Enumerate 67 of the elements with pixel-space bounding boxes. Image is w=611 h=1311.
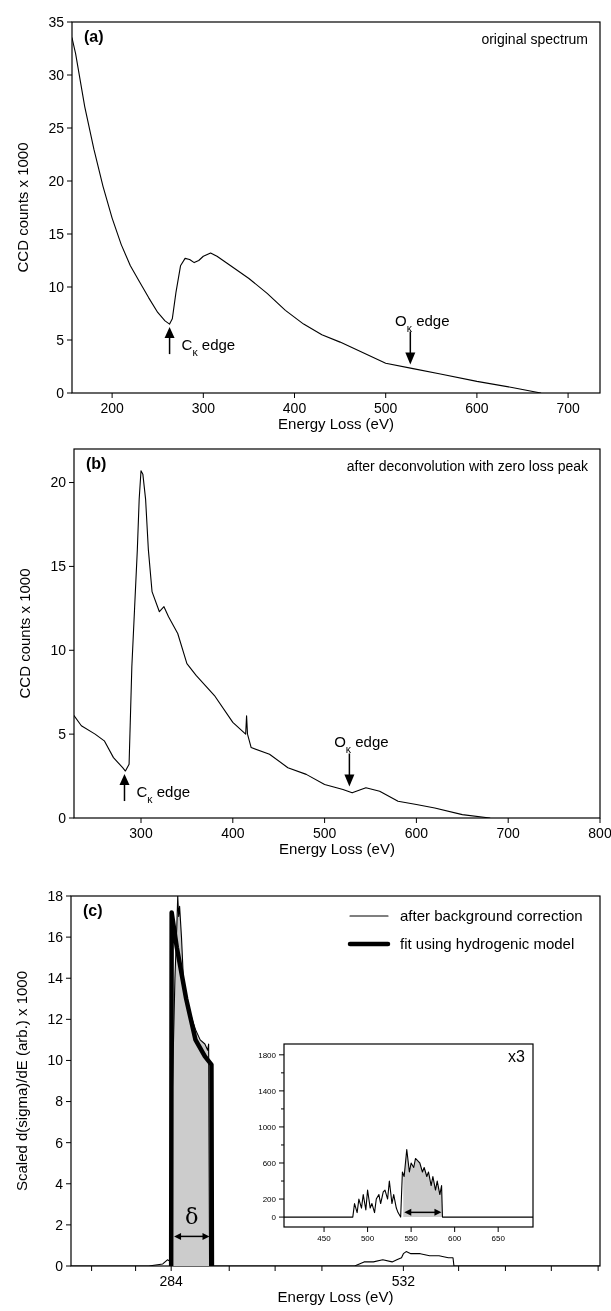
y-tick-label: 0 xyxy=(56,384,65,401)
y-tick-label: 20 xyxy=(50,474,67,491)
x-tick-label: 600 xyxy=(404,825,429,841)
y-tick-label: 14 xyxy=(47,970,64,987)
y-tick-label: 30 xyxy=(48,66,65,83)
y-tick-label: 25 xyxy=(48,119,65,136)
x-tick-label: 400 xyxy=(282,400,307,416)
annotation: O$_{κ}$ edge xyxy=(334,733,389,756)
x-tick-label: 500 xyxy=(374,400,398,416)
x-axis-title: Energy Loss (eV) xyxy=(277,1288,394,1306)
x-tick-label: 600 xyxy=(465,400,489,416)
x-tick-label: 700 xyxy=(496,825,521,841)
chart-title: (b) xyxy=(86,455,107,472)
y-axis-title: CCD counts x 1000 xyxy=(14,142,31,273)
text: after deconvolution with zero loss peak xyxy=(346,458,589,474)
y-axis-title: CCD counts x 1000 xyxy=(16,568,33,699)
x-tick-label: 600 xyxy=(447,1234,462,1243)
annotation: O$_{κ}$ edge xyxy=(395,311,450,334)
x-tick-label: 800 xyxy=(588,825,611,841)
y-tick-label: 600 xyxy=(262,1158,277,1168)
text: original spectrum xyxy=(481,31,588,47)
band-label: δ xyxy=(185,1203,199,1230)
legend-label: after background correction xyxy=(400,907,583,925)
annotation: C$_{κ}$ edge xyxy=(136,783,191,806)
chart-title: (c) xyxy=(83,902,103,919)
y-tick-label: 20 xyxy=(48,172,65,189)
y-tick-label: 35 xyxy=(48,13,65,30)
y-tick-label: 1000 xyxy=(258,1122,277,1132)
x-tick-label: 400 xyxy=(221,825,245,841)
y-tick-label: 10 xyxy=(47,1052,64,1069)
y-tick-label: 1400 xyxy=(258,1086,277,1096)
x-tick-label: 532 xyxy=(391,1273,416,1289)
y-tick-label: 15 xyxy=(50,558,67,575)
y-tick-label: 10 xyxy=(50,642,67,659)
y-tick-label: 5 xyxy=(56,331,65,348)
y-tick-label: 4 xyxy=(55,1175,64,1192)
y-tick-label: 10 xyxy=(48,278,65,295)
x-tick-label: 550 xyxy=(404,1234,419,1243)
y-tick-label: 200 xyxy=(262,1194,277,1204)
y-tick-label: 18 xyxy=(47,887,64,904)
y-axis-title: Scaled d(sigma)/dE (arb.) x 1000 xyxy=(13,970,30,1192)
y-tick-label: 16 xyxy=(47,929,64,946)
y-tick-label: 0 xyxy=(55,1257,64,1274)
x-tick-label: 300 xyxy=(191,400,216,416)
y-tick-label: 5 xyxy=(58,726,67,743)
x-axis-title: Energy Loss (eV) xyxy=(278,415,394,433)
annotation: C$_{κ}$ edge xyxy=(181,336,236,359)
y-tick-label: 12 xyxy=(47,1011,64,1028)
x-tick-label: 284 xyxy=(159,1273,184,1289)
x-axis-title: Energy Loss (eV) xyxy=(279,840,395,858)
y-tick-label: 0 xyxy=(271,1212,277,1222)
x-tick-label: 700 xyxy=(556,400,580,416)
y-tick-label: 8 xyxy=(55,1093,64,1110)
y-tick-label: 1800 xyxy=(258,1050,277,1060)
x-tick-label: 200 xyxy=(100,400,125,416)
x-tick-label: 300 xyxy=(129,825,153,841)
y-tick-label: 15 xyxy=(48,225,65,242)
x-tick-label: 500 xyxy=(312,825,337,841)
y-tick-label: 0 xyxy=(58,809,67,826)
y-tick-label: 6 xyxy=(55,1134,64,1151)
x-tick-label: 650 xyxy=(491,1234,506,1243)
annotation: x3 xyxy=(508,1047,526,1065)
chart-title: (a) xyxy=(84,28,104,45)
legend-label: fit using hydrogenic model xyxy=(400,935,575,953)
x-tick-label: 500 xyxy=(360,1234,375,1243)
y-tick-label: 2 xyxy=(55,1216,64,1233)
x-tick-label: 450 xyxy=(317,1234,332,1243)
